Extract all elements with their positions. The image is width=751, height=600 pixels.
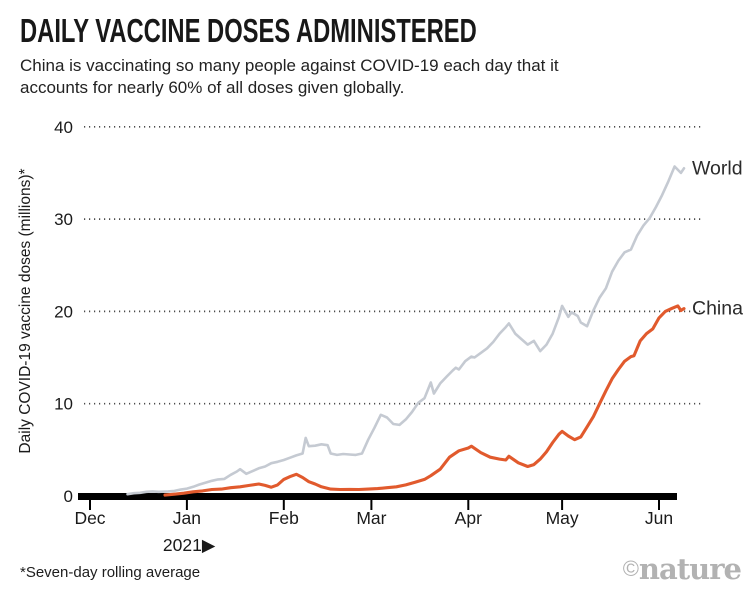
- series-label-world: World: [692, 157, 743, 179]
- y-tick-label-30: 30: [54, 210, 73, 229]
- chart-footnote: *Seven-day rolling average: [20, 564, 201, 581]
- y-tick-label-10: 10: [54, 395, 73, 414]
- series-line-world: [126, 165, 686, 496]
- x-tick-label-apr: Apr: [455, 508, 482, 528]
- x-tick-label-dec: Dec: [74, 508, 105, 528]
- x-tick-label-jun: Jun: [645, 508, 673, 528]
- x-tick-label-may: May: [546, 508, 579, 528]
- y-tick-label-20: 20: [54, 302, 73, 321]
- series-line-china: [163, 304, 686, 497]
- y-tick-label-40: 40: [54, 118, 73, 137]
- y-axis-title: Daily COVID-19 vaccine doses (millions)*: [17, 168, 34, 453]
- nature-wordmark: nature: [638, 552, 742, 586]
- year-annotation: 2021▶: [163, 535, 216, 555]
- x-axis-line: [78, 493, 677, 500]
- x-tick-label-jan: Jan: [173, 508, 201, 528]
- nature-logo: ©nature: [622, 552, 742, 586]
- x-tick-label-mar: Mar: [356, 508, 386, 528]
- chart-subtitle: China is vaccinating so many people agai…: [20, 56, 559, 97]
- y-tick-label-0: 0: [64, 487, 73, 506]
- chart-header: DAILY VACCINE DOSES ADMINISTERED China i…: [20, 14, 740, 99]
- page-title: DAILY VACCINE DOSES ADMINISTERED: [20, 12, 477, 49]
- series-label-china: China: [692, 298, 743, 320]
- x-tick-label-feb: Feb: [269, 508, 299, 528]
- copyright-icon: ©: [622, 556, 639, 581]
